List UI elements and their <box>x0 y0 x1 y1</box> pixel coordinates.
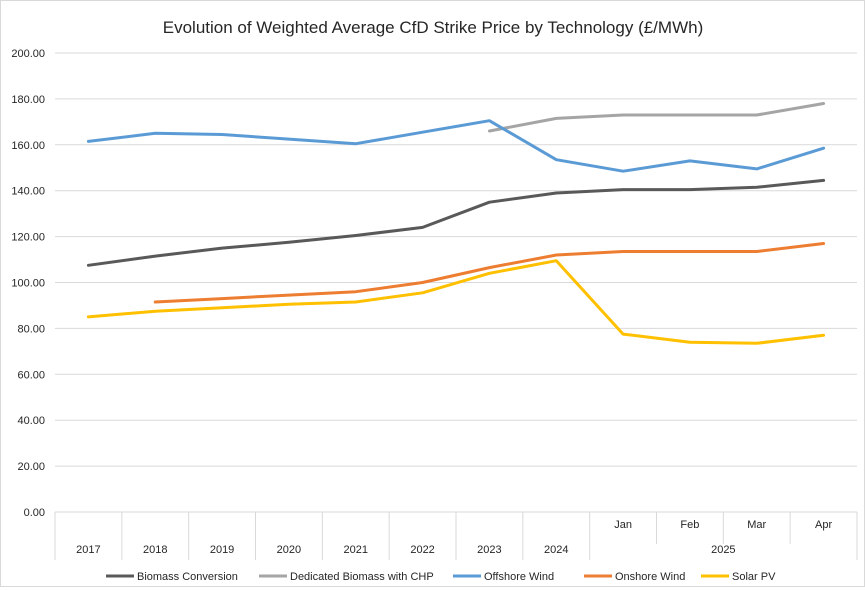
series-line-onshore-wind <box>153 242 826 304</box>
legend-label: Offshore Wind <box>484 571 554 583</box>
x-axis: 2017 2018 2019 2020 2021 2022 2023 2024 Jan Feb Ma… <box>54 512 858 560</box>
x-tick-label: 2017 <box>76 544 100 556</box>
x-tick-label: 2019 <box>210 544 234 556</box>
series-line-biomass-conversion <box>86 178 826 267</box>
x-tick-label: 2020 <box>277 544 301 556</box>
legend-label: Dedicated Biomass with CHP <box>290 571 434 583</box>
x-tick-label: 2023 <box>477 544 501 556</box>
legend-label: Solar PV <box>732 571 776 583</box>
y-tick-label: 160.00 <box>11 140 45 152</box>
y-tick-label: 20.00 <box>17 461 45 473</box>
x-tick-label: Apr <box>815 519 832 531</box>
y-tick-label: 120.00 <box>11 232 45 244</box>
x-tick-label: Feb <box>680 519 699 531</box>
y-tick-label: 100.00 <box>11 278 45 290</box>
series-line-solar-pv <box>86 259 826 345</box>
x-group-label: 2025 <box>711 544 735 556</box>
x-tick-label: Jan <box>614 519 632 531</box>
y-tick-label: 180.00 <box>11 94 45 106</box>
y-tick-label: 80.00 <box>17 323 45 335</box>
legend: Biomass Conversion Dedicated Biomass with… <box>106 571 776 583</box>
legend-label: Biomass Conversion <box>137 571 238 583</box>
chart-title: Evolution of Weighted Average CfD Strike… <box>163 18 703 37</box>
y-tick-label: 140.00 <box>11 186 45 198</box>
legend-label: Onshore Wind <box>615 571 685 583</box>
x-tick-label: 2021 <box>344 544 368 556</box>
x-tick-label: 2018 <box>143 544 167 556</box>
series-line-dedicated-biomass-with-chp <box>487 102 826 133</box>
x-tick-label: 2024 <box>544 544 568 556</box>
series-line-offshore-wind <box>86 119 826 173</box>
y-tick-label: 40.00 <box>17 415 45 427</box>
y-axis: 0.00 20.00 40.00 60.00 80.00 100.00 120.00 140.… <box>11 48 45 519</box>
y-tick-label: 0.00 <box>24 507 45 519</box>
y-tick-label: 200.00 <box>11 48 45 60</box>
x-tick-label: Mar <box>747 519 766 531</box>
x-tick-label: 2022 <box>410 544 434 556</box>
y-tick-label: 60.00 <box>17 369 45 381</box>
series-lines <box>86 102 826 345</box>
